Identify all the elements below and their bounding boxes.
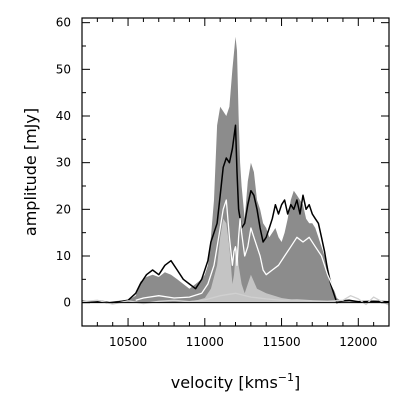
series-layer (82, 36, 389, 306)
y-tick-label: 50 (56, 62, 71, 76)
series-black-line (82, 124, 389, 304)
y-tick-label: 10 (56, 249, 71, 263)
x-axis-label-text: velocity (171, 373, 234, 392)
x-axis-unit-exp: −1 (278, 371, 294, 384)
x-axis-unit-open: [ (233, 373, 244, 392)
x-tick-label: 11500 (262, 335, 300, 349)
series-white-line (135, 199, 341, 301)
y-tick-label: 0 (63, 296, 71, 310)
y-tick-label: 30 (56, 156, 71, 170)
series-dark-gray-fill (82, 36, 389, 303)
series-light-gray-fill (82, 218, 389, 303)
x-axis-unit-base: kms (245, 373, 278, 392)
x-tick-label: 11000 (186, 335, 224, 349)
x-axis-label: velocity [kms−1] (171, 371, 301, 392)
y-tick-label: 60 (56, 16, 71, 30)
y-tick-label: 20 (56, 202, 71, 216)
x-tick-label: 12000 (339, 335, 377, 349)
x-tick-label: 10500 (109, 335, 147, 349)
y-tick-label: 40 (56, 109, 71, 123)
x-axis-unit-close: ] (294, 373, 300, 392)
ticks-layer: 10500 11000 11500 12000 0 10 20 30 40 50 60 (56, 16, 390, 349)
y-axis-label: amplitude [mJy] (21, 108, 40, 236)
